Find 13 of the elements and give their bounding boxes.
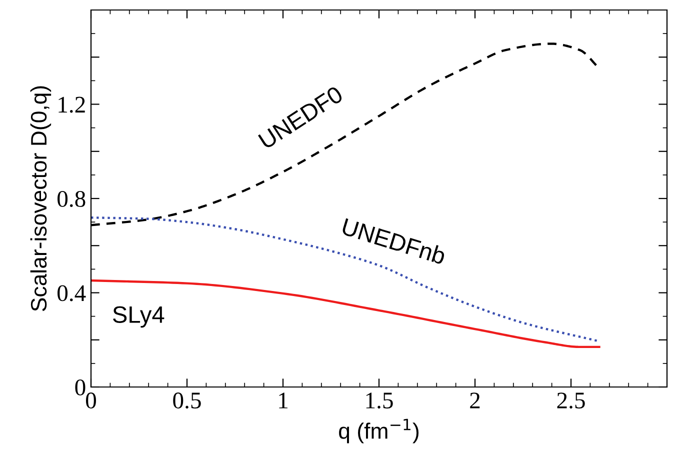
x-axis-title: q (fm$^{−1}$) xyxy=(339,418,418,444)
x-tick-label: 1.5 xyxy=(366,392,393,409)
x-tick-label: 2 xyxy=(470,392,480,408)
x-tick-label: 0.5 xyxy=(173,392,201,409)
y-axis-title: Scalar-isovector D(0,q) xyxy=(30,86,52,312)
y-tick-label: 1.2 xyxy=(58,96,85,113)
series-label: SLy4 xyxy=(113,306,164,328)
y-tick-label: 0.4 xyxy=(58,285,86,302)
x-tick-label: 1 xyxy=(279,392,288,408)
x-tick-label: 0 xyxy=(86,392,96,408)
y-tick-label: 0 xyxy=(75,379,86,396)
x-tick-label: 2.5 xyxy=(557,392,585,409)
y-tick-label: 0.8 xyxy=(58,190,86,208)
